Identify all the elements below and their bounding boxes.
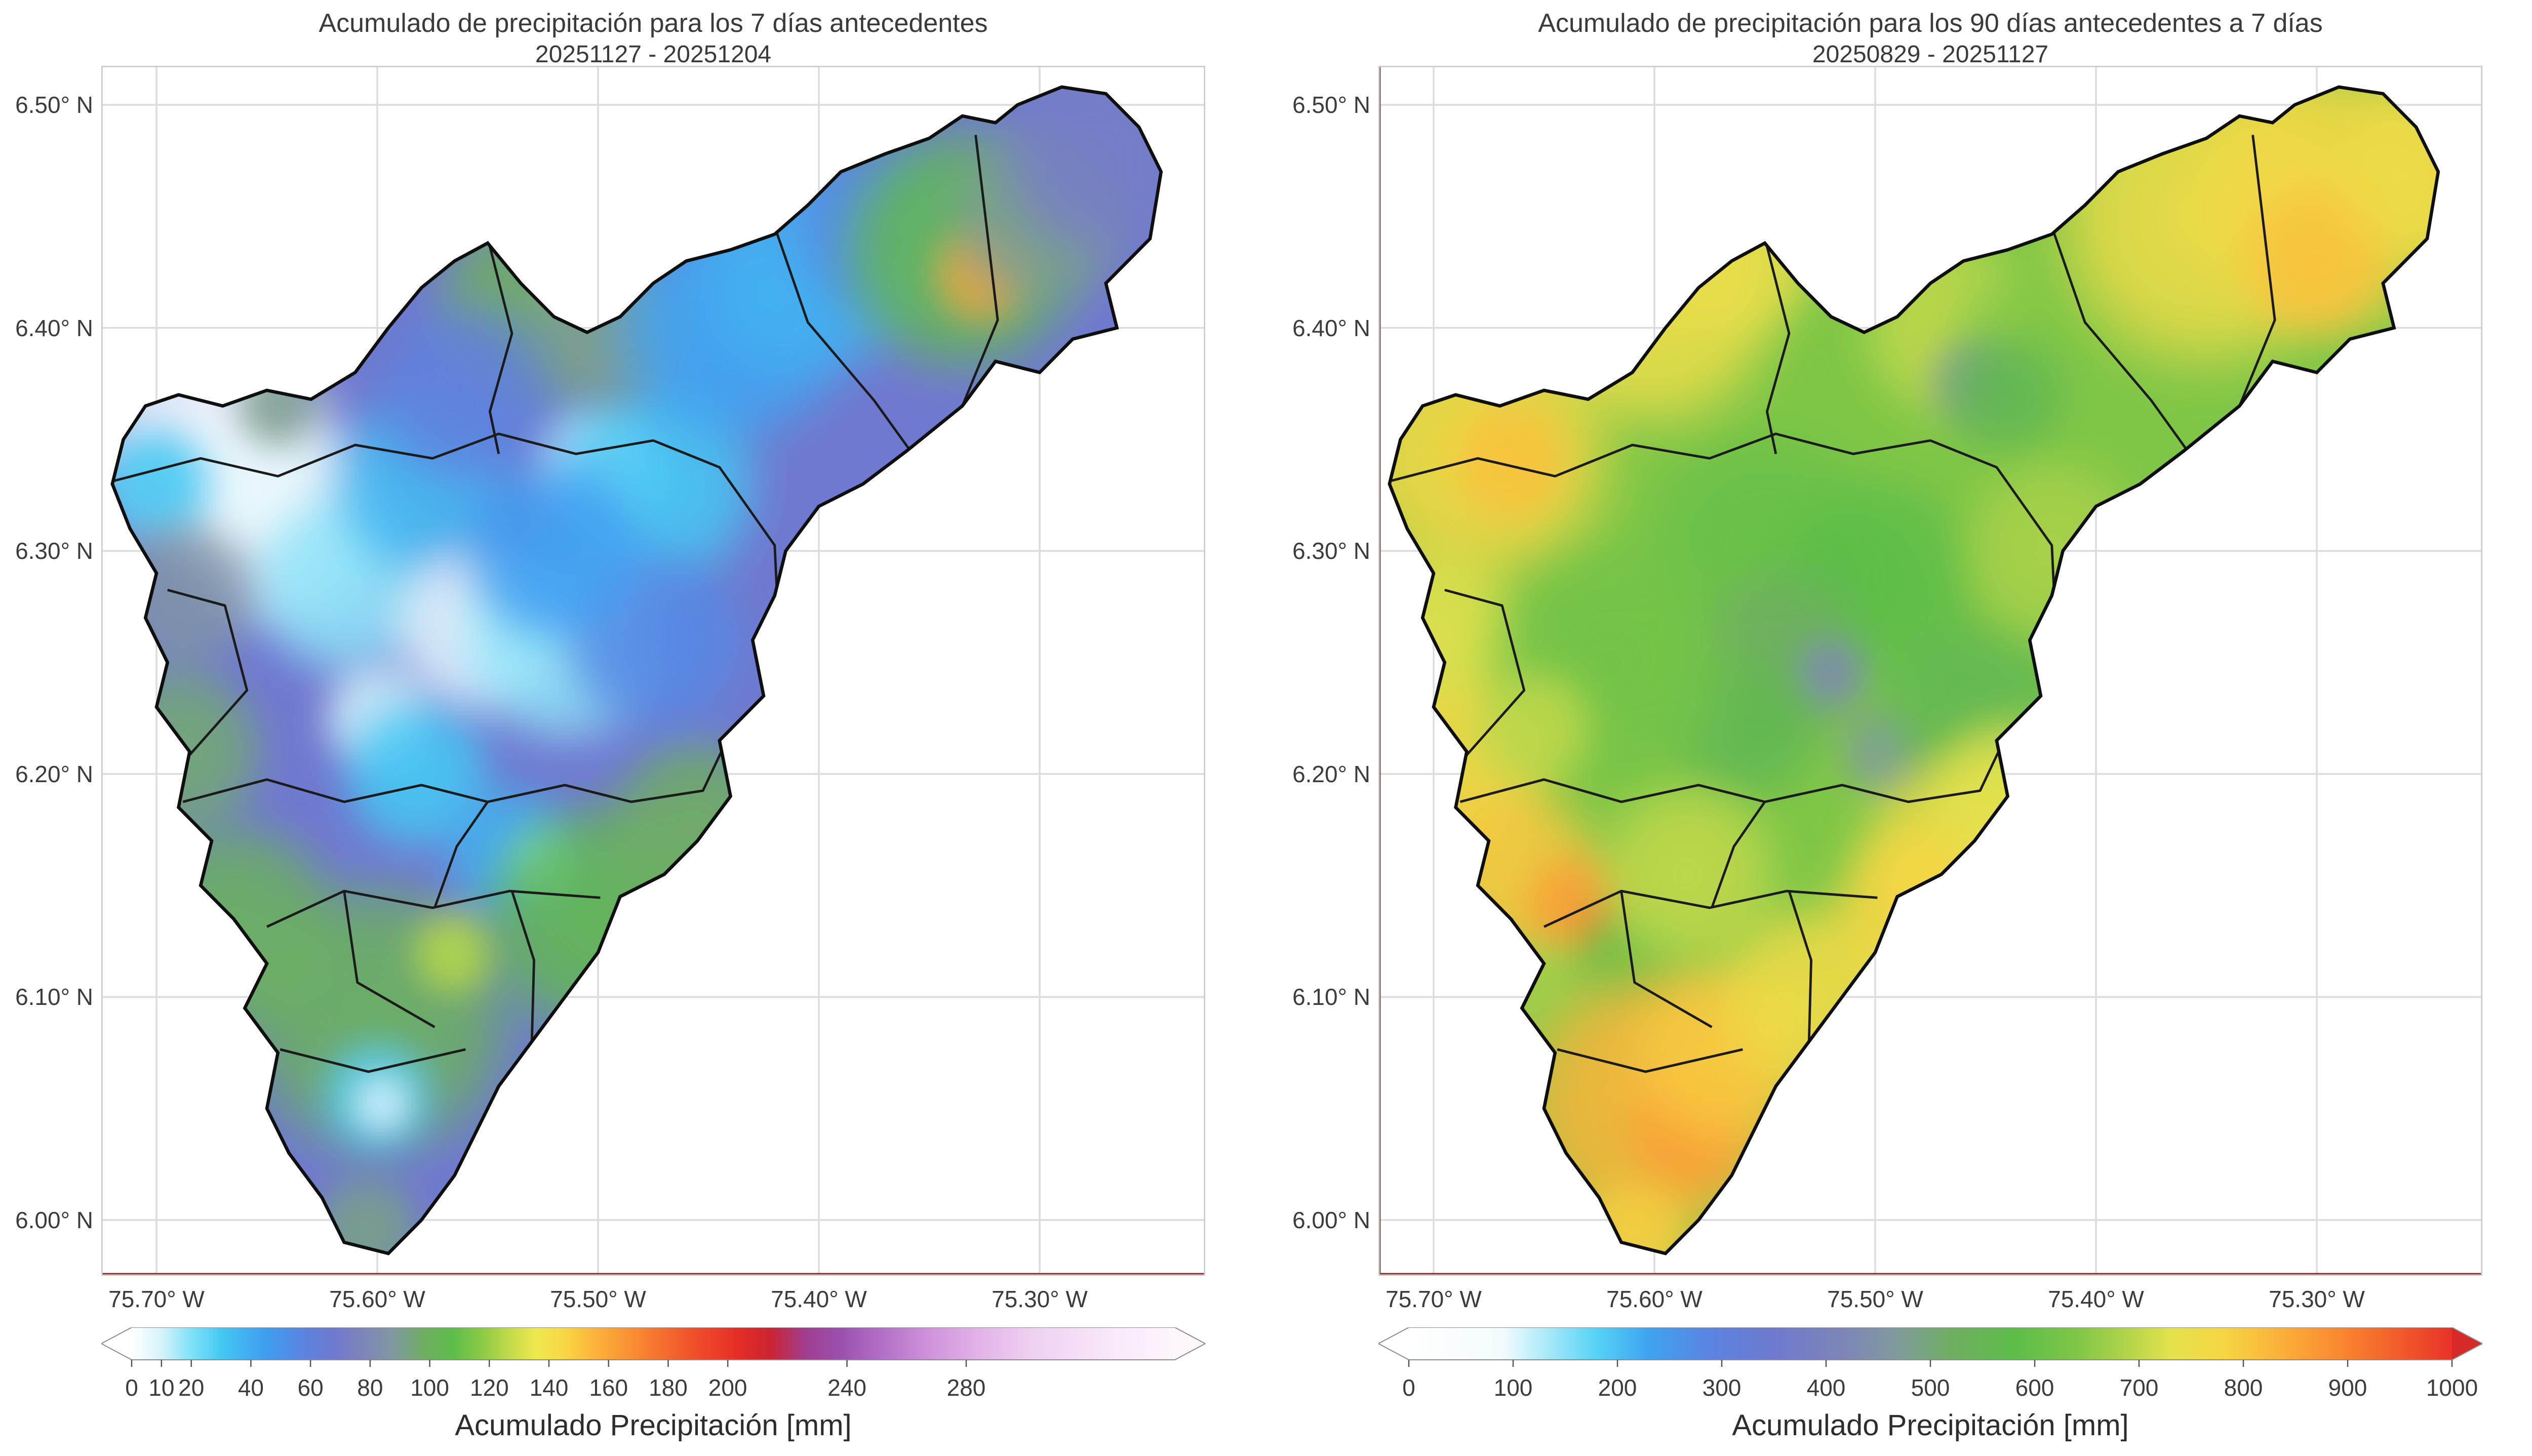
panel-title: Acumulado de precipitación para los 90 d… (1538, 9, 2323, 38)
colorbar-label: Acumulado Precipitación [mm] (1732, 1409, 2129, 1442)
basin-outline (1388, 85, 2440, 1256)
colorbar-tick-label: 200 (708, 1374, 747, 1401)
colorbar-tick-label: 900 (2328, 1374, 2367, 1401)
lon-tick-label: 75.60° W (1606, 1286, 1703, 1312)
colorbar-over-arrow (2452, 1327, 2482, 1360)
colorbar-under-arrow (101, 1327, 132, 1360)
colorbar-tick-label: 240 (827, 1374, 866, 1401)
colorbar-tick-label: 1000 (2426, 1374, 2478, 1401)
lat-tick-label: 6.50° N (1292, 92, 1370, 118)
colorbar-tick-label: 500 (1911, 1374, 1950, 1401)
plot-border (1378, 66, 2482, 1276)
lat-tick-label: 6.40° N (15, 314, 93, 341)
lon-tick-label: 75.40° W (2048, 1286, 2144, 1312)
colorbar-tick-label: 10 (148, 1374, 175, 1401)
lat-tick-label: 6.30° N (1292, 538, 1370, 564)
colorbar-tick-label: 280 (946, 1374, 986, 1401)
colorbar-under-arrow (1378, 1327, 1409, 1360)
colorbar-90d (1378, 1327, 2482, 1367)
lon-tick-label: 75.70° W (108, 1286, 205, 1312)
panel-7d-titles: Acumulado de precipitación para los 7 dí… (101, 8, 1205, 69)
colorbar-tick-label: 0 (125, 1374, 138, 1401)
colorbar-tick-label: 80 (357, 1374, 383, 1401)
colorbar-tick-label: 600 (2015, 1374, 2054, 1401)
colorbar-7d (101, 1327, 1205, 1367)
municipality-boundaries (114, 135, 999, 1073)
colorbar-tick-label: 60 (297, 1374, 324, 1401)
colorbar-tick-label: 120 (469, 1374, 509, 1401)
municipality-boundaries (1391, 135, 2276, 1073)
lat-tick-label: 6.20° N (1292, 760, 1370, 787)
lon-tick-label: 75.50° W (550, 1286, 646, 1312)
map-canvas-90d (1378, 66, 2482, 1276)
panel-subtitle-dates: 20251127 - 20251204 (535, 41, 772, 68)
plot-border (101, 66, 1205, 1276)
map-canvas-7d (101, 66, 1205, 1276)
colorbar-tick-label: 800 (2224, 1374, 2263, 1401)
colorbar-over-arrow (1175, 1327, 1205, 1360)
map-plot-7d (101, 66, 1205, 1276)
lon-tick-label: 75.60° W (329, 1286, 425, 1312)
lat-tick-label: 6.20° N (15, 760, 93, 787)
colorbar-tick-label: 40 (238, 1374, 264, 1401)
colorbar-tick-label: 20 (178, 1374, 205, 1401)
lon-tick-label: 75.40° W (771, 1286, 867, 1312)
colorbar-tick-label: 400 (1806, 1374, 1846, 1401)
map-plot-90d (1378, 66, 2482, 1276)
colorbar-tick-label: 300 (1702, 1374, 1742, 1401)
colorbar-tick-label: 0 (1402, 1374, 1415, 1401)
lat-tick-label: 6.10° N (15, 984, 93, 1010)
colorbar-tick-label: 200 (1598, 1374, 1637, 1401)
lat-tick-label: 6.40° N (1292, 314, 1370, 341)
lat-tick-label: 6.50° N (15, 92, 93, 118)
lon-tick-label: 75.70° W (1386, 1286, 1482, 1312)
colorbar-tick-label: 100 (1493, 1374, 1533, 1401)
lon-tick-label: 75.30° W (2269, 1286, 2365, 1312)
lat-tick-label: 6.10° N (1292, 984, 1370, 1010)
panel-subtitle-dates: 20250829 - 20251127 (1812, 41, 2049, 68)
basin-outline (110, 85, 1163, 1256)
lat-tick-label: 6.00° N (1292, 1206, 1370, 1233)
colorbar-tick-label: 100 (410, 1374, 449, 1401)
lat-tick-label: 6.00° N (15, 1206, 93, 1233)
lon-tick-label: 75.50° W (1827, 1286, 1923, 1312)
panel-precip-90d: Acumulado de precipitación para los 90 d… (1277, 0, 2532, 1456)
colorbar-tick-label: 700 (2119, 1374, 2159, 1401)
panel-90d-titles: Acumulado de precipitación para los 90 d… (1378, 8, 2482, 69)
colorbar-tick-label: 160 (589, 1374, 628, 1401)
colorbar-tick-label: 180 (649, 1374, 688, 1401)
colorbar-label: Acumulado Precipitación [mm] (455, 1409, 852, 1442)
panel-precip-7d: Acumulado de precipitación para los 7 dí… (15, 8, 1205, 1442)
lon-tick-label: 75.30° W (992, 1286, 1088, 1312)
panel-title: Acumulado de precipitación para los 7 dí… (319, 9, 988, 38)
colorbar-tick-label: 140 (529, 1374, 569, 1401)
lat-tick-label: 6.30° N (15, 538, 93, 564)
